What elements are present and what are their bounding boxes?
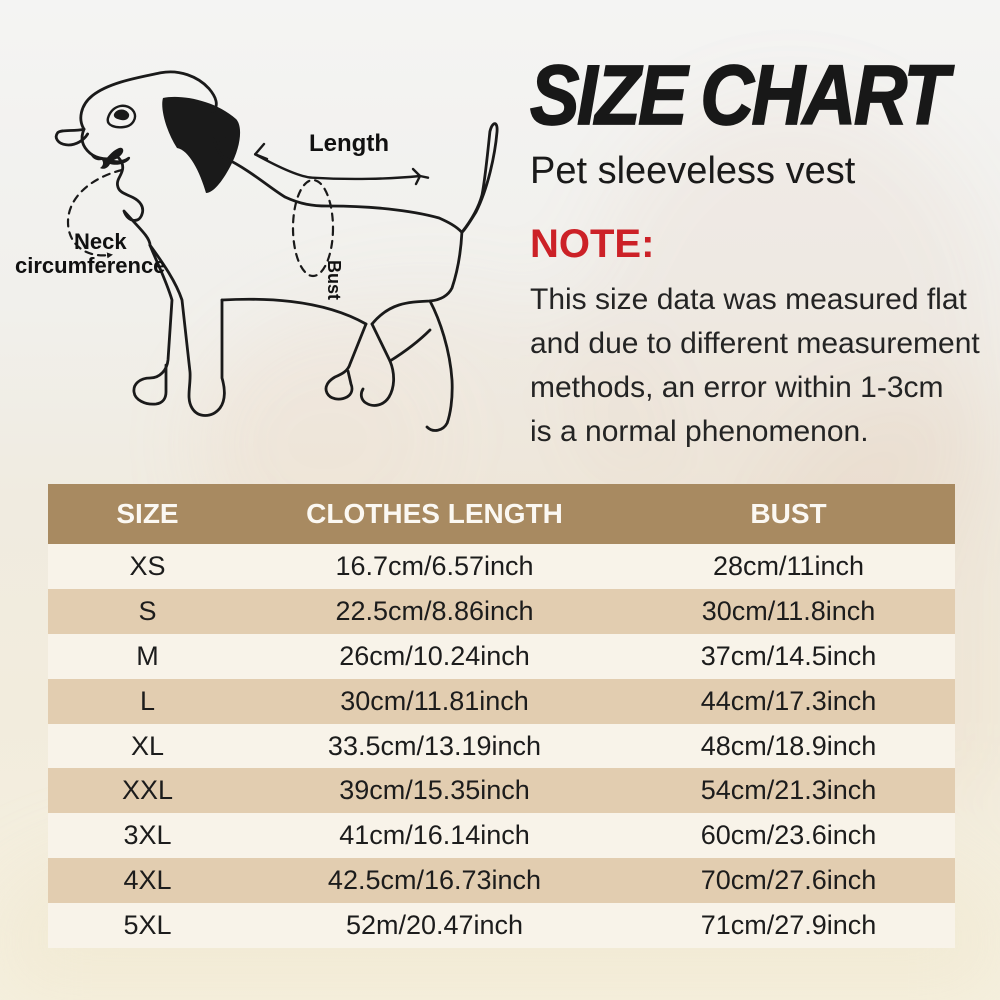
svg-text:Bust: Bust xyxy=(324,260,344,300)
svg-text:Neck: Neck xyxy=(74,229,127,254)
svg-text:circumference: circumference xyxy=(15,253,165,278)
svg-text:Length: Length xyxy=(309,130,389,157)
